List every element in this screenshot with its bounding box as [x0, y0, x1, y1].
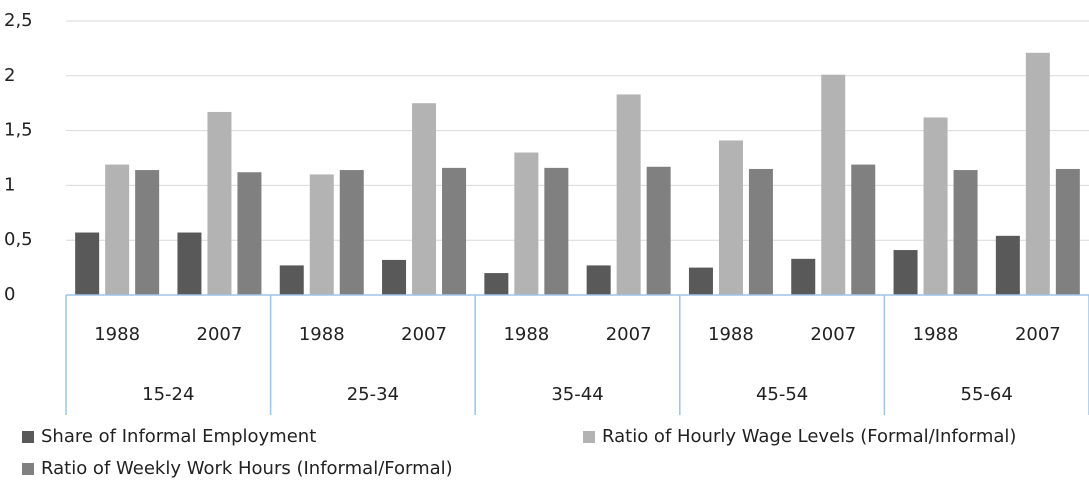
x-tick-label: 2007	[197, 324, 243, 345]
legend-swatch	[22, 463, 34, 475]
bar	[821, 74, 846, 295]
x-tick-label: 2007	[606, 324, 652, 345]
bar	[442, 167, 467, 295]
bar	[412, 103, 437, 295]
x-tick-label: 1988	[94, 324, 140, 345]
bar	[339, 170, 364, 295]
legend-swatch	[22, 431, 34, 443]
bar	[646, 166, 671, 295]
y-tick-label: 2,5	[4, 10, 33, 31]
group-label: 35-44	[551, 384, 603, 405]
legend-label: Share of Informal Employment	[41, 426, 316, 447]
group-label: 55-64	[961, 384, 1013, 405]
bar	[718, 140, 743, 295]
x-tick-label: 2007	[401, 324, 447, 345]
bar	[748, 168, 773, 295]
bar	[177, 232, 202, 295]
bar	[586, 265, 611, 295]
x-tick-label: 2007	[810, 324, 856, 345]
bar	[893, 250, 918, 295]
bar	[75, 232, 100, 295]
bar	[791, 258, 816, 295]
x-tick-label: 1988	[299, 324, 345, 345]
bar	[382, 259, 407, 295]
bar	[279, 265, 304, 295]
legend-swatch	[583, 431, 595, 443]
group-label: 15-24	[142, 384, 194, 405]
y-tick-label: 1,5	[4, 120, 33, 141]
bar	[616, 94, 641, 295]
legend-label: Ratio of Weekly Work Hours (Informal/For…	[41, 458, 453, 479]
group-label: 25-34	[347, 384, 399, 405]
x-tick-label: 1988	[708, 324, 754, 345]
y-tick-label: 0,5	[4, 229, 33, 250]
bar	[309, 174, 334, 295]
bar	[544, 167, 569, 295]
y-tick-label: 1	[4, 174, 15, 195]
bar	[1025, 52, 1050, 296]
y-tick-label: 0	[4, 284, 15, 305]
bar	[237, 172, 262, 295]
legend-label: Ratio of Hourly Wage Levels (Formal/Info…	[602, 426, 1016, 447]
bar	[105, 164, 130, 295]
bar	[514, 152, 539, 295]
x-tick-label: 1988	[503, 324, 549, 345]
bar	[484, 273, 509, 295]
bar	[688, 267, 713, 295]
bar	[923, 117, 948, 295]
y-tick-label: 2	[4, 65, 15, 86]
x-tick-label: 2007	[1015, 324, 1061, 345]
bar	[851, 164, 876, 295]
bar	[953, 170, 978, 295]
bar	[1055, 168, 1080, 295]
bar	[135, 170, 160, 295]
x-tick-label: 1988	[913, 324, 959, 345]
group-label: 45-54	[756, 384, 808, 405]
bar	[995, 235, 1020, 295]
bar	[207, 111, 232, 295]
